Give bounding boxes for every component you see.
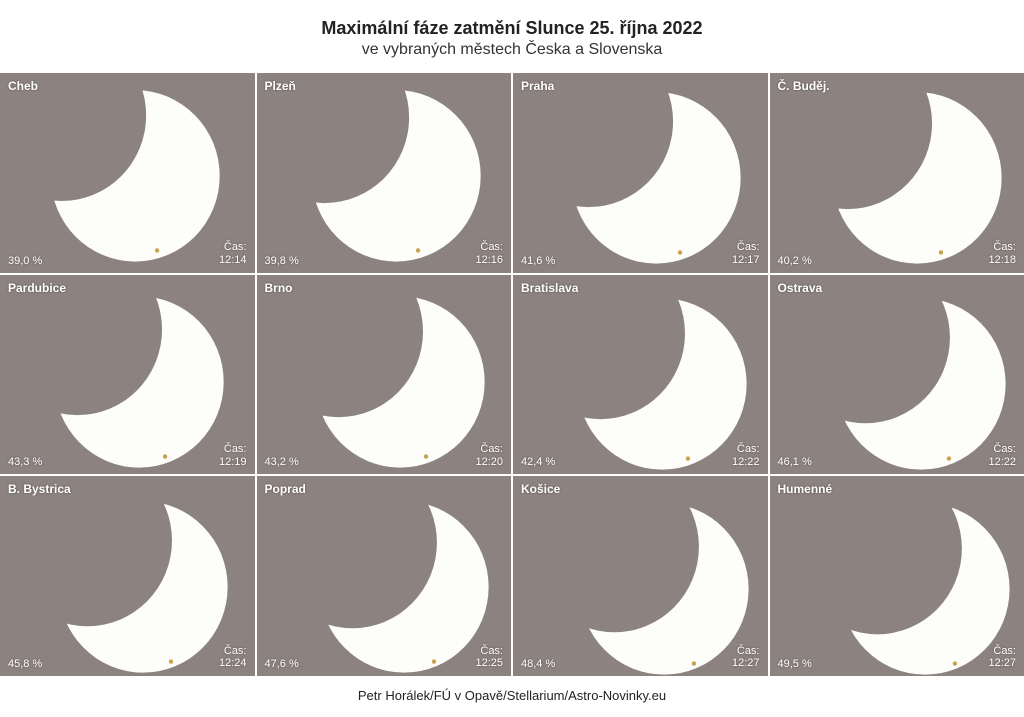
eclipse-diagram xyxy=(257,73,512,273)
eclipse-cell: Plzeň 39,8 % Čas:12:16 xyxy=(257,73,512,273)
max-time: Čas:12:27 xyxy=(988,645,1016,670)
coverage-pct: 47,6 % xyxy=(265,658,299,670)
eclipse-cell: Poprad 47,6 % Čas:12:25 xyxy=(257,476,512,676)
max-time: Čas:12:18 xyxy=(988,241,1016,266)
city-label: Humenné xyxy=(778,482,833,496)
max-time: Čas:12:25 xyxy=(475,645,503,670)
max-time: Čas:12:17 xyxy=(732,241,760,266)
eclipse-cell: Pardubice 43,3 % Čas:12:19 xyxy=(0,275,255,475)
max-time: Čas:12:27 xyxy=(732,645,760,670)
coverage-pct: 45,8 % xyxy=(8,658,42,670)
header: Maximální fáze zatmění Slunce 25. října … xyxy=(0,0,1024,73)
page-subtitle: ve vybraných městech Česka a Slovenska xyxy=(0,41,1024,59)
eclipse-diagram xyxy=(513,476,768,676)
eclipse-diagram xyxy=(257,476,512,676)
max-time: Čas:12:24 xyxy=(219,645,247,670)
page-title: Maximální fáze zatmění Slunce 25. října … xyxy=(0,18,1024,39)
eclipse-cell: Cheb 39,0 % Čas:12:14 xyxy=(0,73,255,273)
max-time: Čas:12:16 xyxy=(475,241,503,266)
footer-credit: Petr Horálek/FÚ v Opavě/Stellarium/Astro… xyxy=(0,676,1024,717)
eclipse-diagram xyxy=(0,275,255,475)
eclipse-cell: B. Bystrica 45,8 % Čas:12:24 xyxy=(0,476,255,676)
eclipse-diagram xyxy=(257,275,512,475)
eclipse-grid: Cheb 39,0 % Čas:12:14 Plzeň 39,8 % Čas:1… xyxy=(0,73,1024,676)
coverage-pct: 43,3 % xyxy=(8,456,42,468)
coverage-pct: 42,4 % xyxy=(521,456,555,468)
eclipse-cell: Brno 43,2 % Čas:12:20 xyxy=(257,275,512,475)
coverage-pct: 48,4 % xyxy=(521,658,555,670)
eclipse-cell: Č. Buděj. 40,2 % Čas:12:18 xyxy=(770,73,1024,273)
eclipse-diagram xyxy=(513,73,768,273)
eclipse-cell: Bratislava 42,4 % Čas:12:22 xyxy=(513,275,768,475)
eclipse-diagram xyxy=(770,73,1024,273)
max-time: Čas:12:14 xyxy=(219,241,247,266)
coverage-pct: 39,8 % xyxy=(265,255,299,267)
city-label: Č. Buděj. xyxy=(778,79,830,93)
coverage-pct: 41,6 % xyxy=(521,255,555,267)
coverage-pct: 43,2 % xyxy=(265,456,299,468)
city-label: Praha xyxy=(521,79,554,93)
city-label: Cheb xyxy=(8,79,38,93)
city-label: Plzeň xyxy=(265,79,296,93)
eclipse-diagram xyxy=(0,476,255,676)
city-label: Bratislava xyxy=(521,281,578,295)
city-label: Košice xyxy=(521,482,560,496)
city-label: Pardubice xyxy=(8,281,66,295)
eclipse-diagram xyxy=(770,476,1024,676)
eclipse-diagram xyxy=(770,275,1024,475)
coverage-pct: 49,5 % xyxy=(778,658,812,670)
coverage-pct: 39,0 % xyxy=(8,255,42,267)
city-label: Poprad xyxy=(265,482,306,496)
max-time: Čas:12:19 xyxy=(219,443,247,468)
max-time: Čas:12:22 xyxy=(988,443,1016,468)
city-label: Ostrava xyxy=(778,281,823,295)
eclipse-cell: Praha 41,6 % Čas:12:17 xyxy=(513,73,768,273)
coverage-pct: 40,2 % xyxy=(778,255,812,267)
eclipse-cell: Humenné 49,5 % Čas:12:27 xyxy=(770,476,1024,676)
eclipse-diagram xyxy=(0,73,255,273)
eclipse-diagram xyxy=(513,275,768,475)
city-label: Brno xyxy=(265,281,293,295)
max-time: Čas:12:22 xyxy=(732,443,760,468)
eclipse-cell: Ostrava 46,1 % Čas:12:22 xyxy=(770,275,1024,475)
eclipse-cell: Košice 48,4 % Čas:12:27 xyxy=(513,476,768,676)
coverage-pct: 46,1 % xyxy=(778,456,812,468)
city-label: B. Bystrica xyxy=(8,482,71,496)
max-time: Čas:12:20 xyxy=(475,443,503,468)
